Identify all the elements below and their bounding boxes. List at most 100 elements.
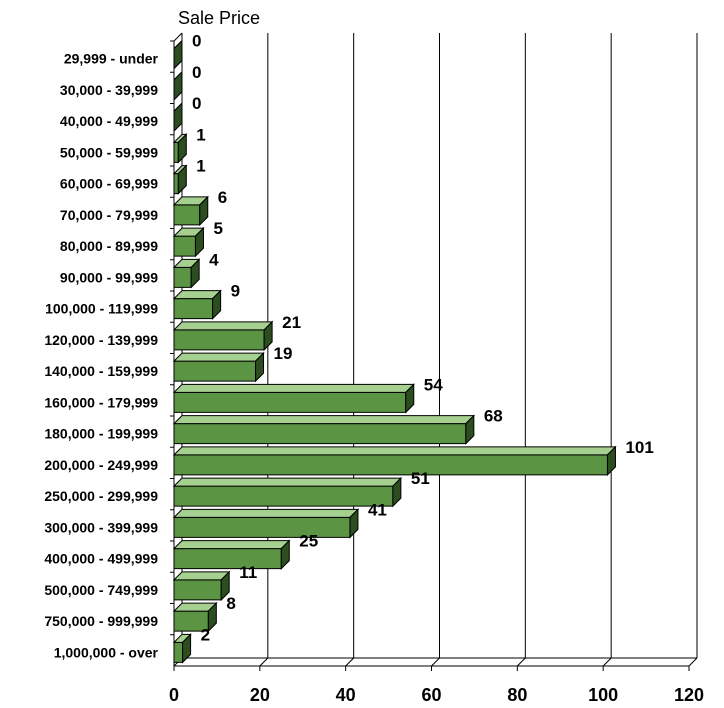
category-label: 400,000 - 499,999 — [44, 551, 158, 567]
bar-side-15 — [349, 508, 359, 539]
bar-top-9 — [172, 321, 274, 331]
value-label: 8 — [226, 594, 235, 613]
gridline-floor-20 — [259, 657, 269, 667]
category-label: 80,000 - 89,999 — [60, 238, 158, 254]
bar-side-4 — [177, 164, 187, 195]
gridline-floor-80 — [516, 657, 526, 667]
bar-5 — [173, 204, 201, 226]
gridline-floor-120 — [688, 657, 698, 667]
value-label: 0 — [192, 94, 201, 113]
grid-lines — [259, 33, 698, 667]
chart-title: Sale Price — [178, 8, 260, 28]
bar-side-17 — [220, 570, 230, 602]
value-label: 41 — [368, 500, 387, 519]
gridline-floor-60 — [431, 657, 440, 667]
category-label: 180,000 - 199,999 — [44, 426, 158, 442]
x-tick-label-100: 100 — [588, 685, 618, 705]
category-label: 500,000 - 749,999 — [44, 582, 158, 598]
category-label: 40,000 - 49,999 — [60, 113, 158, 129]
value-label: 4 — [209, 250, 219, 269]
bar-19 — [173, 641, 184, 663]
value-label: 11 — [239, 563, 257, 582]
bar-side-8 — [212, 289, 222, 320]
x-tick-label-0: 0 — [169, 685, 179, 705]
category-label: 29,999 - under — [64, 51, 159, 67]
value-label: 101 — [625, 438, 653, 457]
value-label: 51 — [411, 469, 430, 488]
bar-top-16 — [172, 540, 291, 550]
bar-side-11 — [405, 383, 415, 414]
bar-top-14 — [172, 477, 403, 487]
category-label: 1,000,000 - over — [54, 644, 159, 660]
bar-top-11 — [172, 383, 415, 393]
value-label: 25 — [299, 532, 318, 551]
bar-side-6 — [194, 226, 204, 258]
category-label: 50,000 - 59,999 — [60, 144, 158, 160]
bar-13 — [173, 454, 608, 476]
value-label: 2 — [201, 625, 210, 644]
bar-side-16 — [280, 539, 290, 570]
value-label: 54 — [424, 375, 443, 394]
bar-top-15 — [172, 508, 360, 518]
bar-side-2 — [173, 101, 183, 133]
bar-side-5 — [199, 195, 209, 227]
bar-11 — [173, 391, 407, 413]
x-tick-label-20: 20 — [250, 685, 270, 705]
bar-top-13 — [172, 446, 617, 456]
gridline-floor-40 — [345, 657, 355, 667]
value-label: 68 — [484, 407, 503, 426]
category-label: 100,000 - 119,999 — [45, 301, 158, 317]
bar-side-0 — [173, 39, 183, 70]
bar-12 — [173, 423, 467, 445]
bar-side-1 — [173, 70, 183, 102]
x-tick-label-80: 80 — [507, 685, 527, 705]
bar-side-13 — [606, 445, 616, 477]
bar-side-18 — [207, 601, 217, 633]
category-label: 60,000 - 69,999 — [60, 176, 158, 192]
category-label: 120,000 - 139,999 — [44, 332, 158, 348]
x-tick-label-120: 120 — [674, 685, 704, 705]
category-label: 300,000 - 399,999 — [44, 519, 158, 535]
bar-16 — [173, 548, 282, 570]
value-label: 1 — [196, 125, 205, 144]
category-label: 250,000 - 299,999 — [44, 488, 158, 504]
bar-top-10 — [172, 352, 265, 362]
bar-4 — [173, 173, 179, 195]
value-label: 21 — [282, 313, 301, 332]
bar-top-17 — [172, 571, 231, 581]
category-label: 30,000 - 39,999 — [60, 82, 158, 98]
bar-15 — [173, 516, 351, 538]
category-label: 160,000 - 179,999 — [44, 394, 158, 410]
bar-side-9 — [263, 320, 273, 352]
bar-8 — [173, 298, 214, 320]
bar-9 — [173, 329, 265, 351]
bar-10 — [173, 360, 257, 382]
bar-14 — [173, 485, 394, 507]
category-label: 750,000 - 999,999 — [44, 613, 158, 629]
bar-side-12 — [465, 414, 475, 445]
bar-side-19 — [182, 633, 192, 664]
bar-3 — [173, 141, 179, 163]
x-tick-label-60: 60 — [421, 685, 441, 705]
value-label: 9 — [231, 282, 240, 301]
bar-side-3 — [177, 133, 187, 164]
x-tick-label-40: 40 — [336, 685, 356, 705]
value-label: 0 — [192, 32, 201, 51]
category-label: 90,000 - 99,999 — [60, 269, 158, 285]
value-label: 1 — [196, 157, 205, 176]
value-label: 5 — [213, 219, 222, 238]
bar-6 — [173, 235, 196, 257]
wall-top-edge — [173, 32, 183, 42]
bar-side-14 — [392, 476, 402, 508]
category-label: 70,000 - 79,999 — [60, 207, 158, 223]
category-label: 140,000 - 159,999 — [44, 363, 158, 379]
value-label: 6 — [218, 188, 227, 207]
bars — [172, 39, 617, 664]
bar-7 — [173, 266, 192, 288]
bar-side-10 — [255, 351, 265, 383]
gridline-floor-100 — [602, 657, 612, 667]
value-label: 19 — [274, 344, 293, 363]
bar-side-7 — [190, 258, 200, 289]
